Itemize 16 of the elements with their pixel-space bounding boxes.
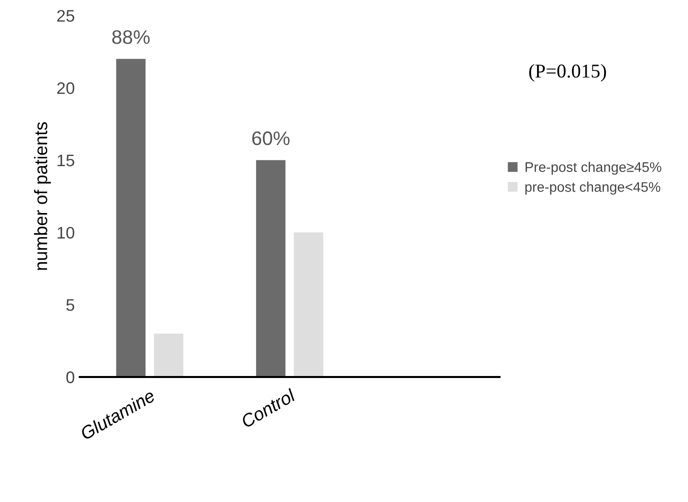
y-tick-label: 5 xyxy=(66,299,74,311)
y-tick-label: 10 xyxy=(58,226,74,239)
y-tick-label: 15 xyxy=(58,154,74,166)
y-axis-title: number of patients xyxy=(34,122,51,270)
annotation: 88% xyxy=(112,30,150,44)
legend-label: pre-post change<45% xyxy=(525,182,660,195)
bar xyxy=(256,160,286,377)
annotation: 60% xyxy=(252,131,290,146)
legend-label: Pre-post change≥45% xyxy=(526,162,662,175)
bar xyxy=(154,334,184,377)
text: (P=0.015) xyxy=(529,64,606,82)
bar xyxy=(294,232,324,377)
bar xyxy=(116,58,146,377)
y-tick-label: 0 xyxy=(66,371,74,384)
y-tick-label: 25 xyxy=(57,10,74,22)
y-tick-label: 20 xyxy=(57,82,74,94)
